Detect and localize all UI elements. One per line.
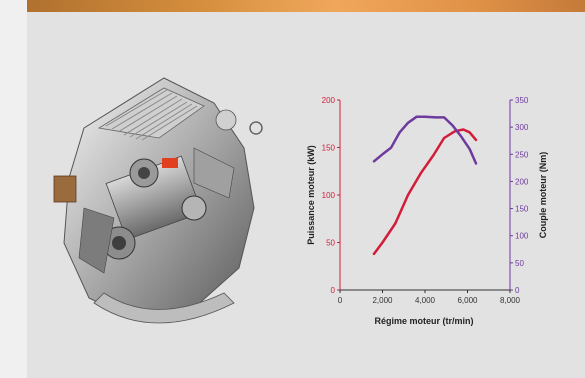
right-y-tick-label: 100 — [515, 232, 529, 241]
left-y-tick-label: 0 — [331, 286, 336, 295]
power-curve-line — [372, 128, 478, 256]
series-layer — [372, 115, 478, 256]
right-y-tick-label: 300 — [515, 123, 529, 132]
torque-curve-line — [372, 115, 478, 165]
right-y-axis: 0 50 100 150 200 250 300 350 — [509, 96, 529, 295]
right-y-tick-label: 150 — [515, 205, 529, 214]
x-axis: 0 2,000 4,000 6,000 8,000 — [338, 289, 521, 305]
right-y-tick-label: 350 — [515, 96, 529, 105]
right-y-tick-label: 0 — [515, 286, 520, 295]
x-tick-label: 4,000 — [415, 296, 436, 305]
engine-performance-chart: 0 50 100 150 200 0 50 100 150 200 250 300 350 0 2,00… — [306, 96, 548, 326]
y2-axis-label: Couple moteur (Nm) — [538, 152, 548, 239]
left-y-tick-label: 150 — [322, 144, 336, 153]
x-axis-label: Régime moteur (tr/min) — [374, 316, 473, 326]
left-y-axis: 0 50 100 150 200 — [322, 96, 341, 295]
left-y-tick-label: 200 — [322, 96, 336, 105]
left-y-tick-label: 100 — [322, 191, 336, 200]
x-tick-label: 0 — [338, 296, 343, 305]
right-y-tick-label: 250 — [515, 150, 529, 159]
left-strip — [0, 0, 27, 378]
right-y-tick-label: 200 — [515, 177, 529, 186]
y-axis-label: Puissance moteur (kW) — [306, 145, 316, 245]
top-banner — [27, 0, 585, 12]
left-y-tick-label: 50 — [326, 239, 335, 248]
x-tick-label: 6,000 — [457, 296, 478, 305]
x-tick-label: 8,000 — [500, 296, 521, 305]
x-tick-label: 2,000 — [372, 296, 393, 305]
engine-illustration-icon — [53, 77, 263, 324]
right-y-tick-label: 50 — [515, 259, 524, 268]
